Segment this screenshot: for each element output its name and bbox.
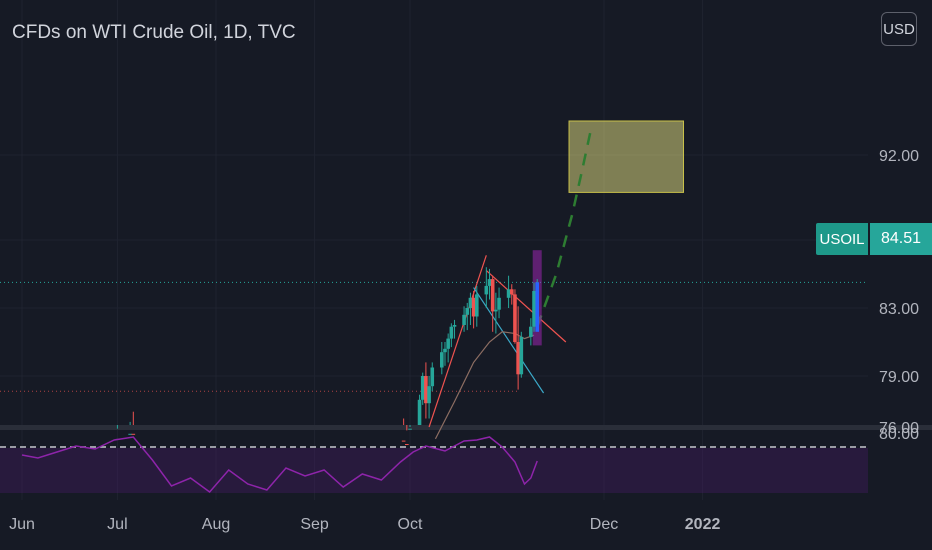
candle-up	[443, 342, 447, 366]
candle-up	[430, 362, 435, 392]
candles-layer	[115, 267, 540, 445]
pane-separator	[0, 425, 932, 430]
candle-body	[424, 376, 428, 404]
candle-body	[417, 399, 422, 425]
candle-down	[405, 425, 409, 445]
symbol-tag: USOIL	[816, 223, 868, 255]
chart-title: CFDs on WTI Crude Oil, 1D, TVC	[12, 22, 296, 43]
candle-body	[131, 433, 136, 435]
candle-up	[128, 421, 132, 435]
candle-up	[446, 333, 450, 363]
candle-up	[465, 302, 470, 331]
candle-up	[494, 292, 498, 334]
candle-body	[516, 342, 520, 375]
candle-up	[519, 331, 524, 378]
x-tick-label: Sep	[300, 516, 329, 533]
grid-lines	[0, 0, 932, 500]
candle-up	[420, 372, 425, 405]
candle-up	[468, 292, 473, 325]
candle-body	[494, 309, 498, 312]
candle-body	[405, 444, 409, 445]
candle-body	[128, 433, 132, 435]
candle-down	[471, 291, 476, 329]
candle-body	[529, 326, 533, 337]
candle-body	[532, 291, 536, 327]
rsi-band	[0, 448, 868, 493]
candle-up	[487, 268, 492, 300]
candle-body	[513, 294, 517, 342]
target-zone	[568, 120, 685, 193]
candle-body	[468, 297, 473, 308]
candle-body	[446, 338, 450, 349]
candle-up	[449, 323, 454, 348]
candle-body	[462, 314, 466, 325]
candle-up	[484, 267, 489, 308]
y-tick-label: 76.00	[879, 420, 919, 437]
candle-body	[452, 325, 457, 327]
candle-body	[427, 386, 431, 404]
rsi-tick-label: 80.00	[879, 426, 919, 443]
candle-up	[440, 342, 444, 375]
candle-last-body	[535, 282, 540, 332]
candle-up	[462, 306, 466, 332]
candle-body	[449, 326, 454, 339]
rsi-pane	[0, 436, 868, 494]
candle-down	[509, 284, 514, 305]
candle-up	[408, 425, 412, 430]
candle-body	[443, 348, 447, 353]
candle-body	[490, 279, 495, 312]
candle-body	[509, 289, 514, 295]
candle-body	[497, 297, 501, 310]
candle-up	[417, 394, 422, 425]
projection-path	[536, 127, 593, 328]
candle-body	[440, 352, 444, 368]
x-tick-label: Oct	[398, 516, 423, 533]
candle-body	[408, 428, 412, 430]
falling-trendline	[485, 270, 567, 343]
candle-body	[519, 336, 524, 375]
candle-up	[452, 319, 457, 339]
y-tick-label: 92.00	[879, 148, 919, 165]
candle-up	[497, 287, 501, 319]
y-tick-label: 79.00	[879, 369, 919, 386]
candle-body	[487, 279, 492, 286]
currency-button[interactable]: USD	[881, 12, 917, 46]
drawing-overlays	[0, 120, 868, 440]
candle-up	[474, 285, 479, 327]
candle-body	[401, 440, 406, 442]
candle-up	[506, 275, 511, 308]
x-tick-label: 2022	[685, 516, 721, 533]
candle-up	[529, 318, 533, 346]
candle-up	[427, 376, 431, 419]
y-tick-label: 83.00	[879, 301, 919, 318]
candle-down	[401, 418, 406, 442]
candle-body	[420, 376, 425, 400]
candle-body	[506, 289, 511, 298]
x-tick-label: Aug	[202, 516, 230, 533]
candle-down	[424, 362, 428, 419]
candle-body	[471, 297, 476, 317]
last-price-tag: 84.51	[870, 223, 932, 255]
rising-trendline	[428, 255, 487, 428]
candle-body	[484, 285, 489, 295]
candle-body	[474, 294, 479, 317]
candle-down	[131, 411, 136, 435]
candle-down	[513, 289, 517, 344]
candle-body	[430, 367, 435, 387]
candle-down	[490, 275, 495, 332]
x-tick-label: Jun	[9, 516, 35, 533]
candle-down	[516, 306, 520, 390]
candle-up	[532, 282, 536, 332]
rsi-line	[21, 436, 538, 494]
x-tick-label: Jul	[107, 516, 127, 533]
x-tick-label: Dec	[590, 516, 618, 533]
candle-body	[465, 308, 470, 315]
channel-trendline	[473, 287, 545, 394]
